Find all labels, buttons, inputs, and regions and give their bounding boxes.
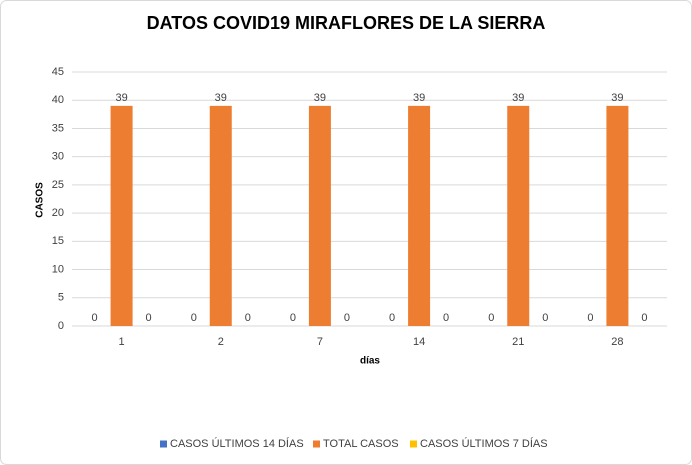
data-label: 39 — [215, 92, 227, 104]
y-tick-label: 15 — [52, 235, 64, 247]
x-tick-label: 1 — [119, 336, 125, 348]
data-label: 0 — [587, 312, 593, 324]
x-tick-label: 2 — [218, 336, 224, 348]
bar — [408, 105, 431, 326]
data-label: 0 — [92, 312, 98, 324]
data-label: 0 — [488, 312, 494, 324]
y-tick-label: 0 — [58, 320, 64, 332]
data-label: 0 — [290, 312, 296, 324]
y-tick-label: 35 — [52, 122, 64, 134]
data-label: 39 — [115, 92, 127, 104]
x-tick-label: 28 — [611, 336, 623, 348]
data-label: 0 — [191, 312, 197, 324]
data-label: 0 — [443, 312, 449, 324]
bar — [507, 105, 530, 326]
data-label: 0 — [542, 312, 548, 324]
data-label: 39 — [314, 92, 326, 104]
bar — [308, 105, 331, 326]
x-tick-label: 7 — [317, 336, 323, 348]
y-tick-label: 40 — [52, 94, 64, 106]
bar — [209, 105, 232, 326]
data-label: 0 — [344, 312, 350, 324]
chart-title: DATOS COVID19 MIRAFLORES DE LA SIERRA — [147, 13, 546, 33]
bar — [110, 105, 133, 326]
legend-swatch — [410, 440, 417, 448]
y-axis-title: CASOS — [35, 182, 46, 218]
y-tick-label: 45 — [52, 66, 64, 78]
data-label: 0 — [146, 312, 152, 324]
data-label: 0 — [641, 312, 647, 324]
x-axis-title: días — [360, 356, 380, 367]
legend-label: CASOS ÚLTIMOS 14 DÍAS — [170, 437, 304, 450]
legend-label: CASOS ÚLTIMOS 7 DÍAS — [420, 437, 548, 450]
data-label: 0 — [245, 312, 251, 324]
data-label: 39 — [512, 92, 524, 104]
x-tick-label: 14 — [413, 336, 425, 348]
y-tick-label: 30 — [52, 151, 64, 163]
y-tick-label: 5 — [58, 292, 64, 304]
legend-label: TOTAL CASOS — [323, 438, 399, 450]
y-tick-label: 20 — [52, 207, 64, 219]
legend-swatch — [313, 440, 320, 448]
data-label: 39 — [611, 92, 623, 104]
bar — [606, 105, 629, 326]
y-tick-label: 10 — [52, 263, 64, 275]
legend-swatch — [160, 440, 167, 448]
y-tick-label: 25 — [52, 179, 64, 191]
data-label: 0 — [389, 312, 395, 324]
data-label: 39 — [413, 92, 425, 104]
x-tick-label: 21 — [512, 336, 524, 348]
